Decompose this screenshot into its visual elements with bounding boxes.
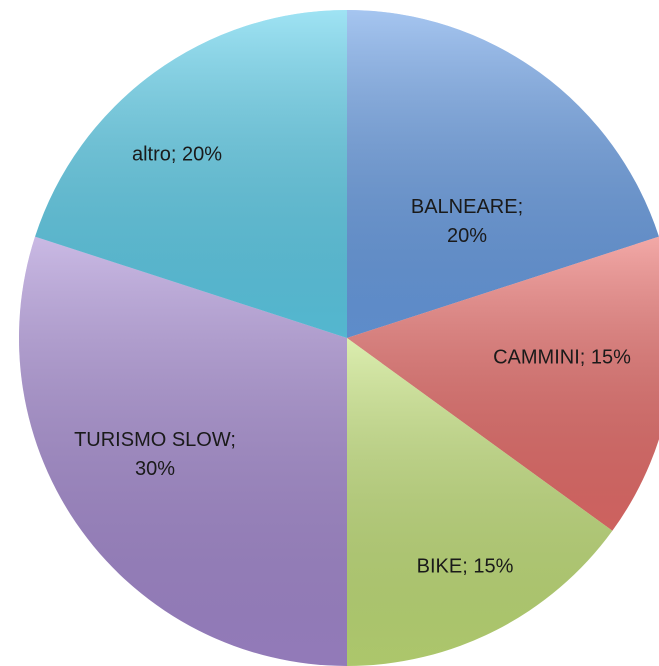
data-label: BIKE; 15%: [416, 555, 514, 578]
data-label: altro; 20%: [131, 143, 223, 166]
data-label: BALNEARE; 20%: [410, 196, 524, 247]
data-label: CAMMINI; 15%: [493, 346, 631, 369]
data-label: TURISMO SLOW; 30%: [74, 429, 236, 480]
